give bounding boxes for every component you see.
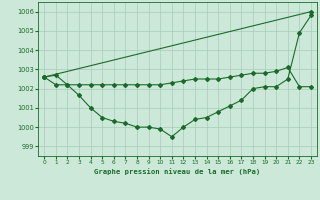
X-axis label: Graphe pression niveau de la mer (hPa): Graphe pression niveau de la mer (hPa): [94, 168, 261, 175]
